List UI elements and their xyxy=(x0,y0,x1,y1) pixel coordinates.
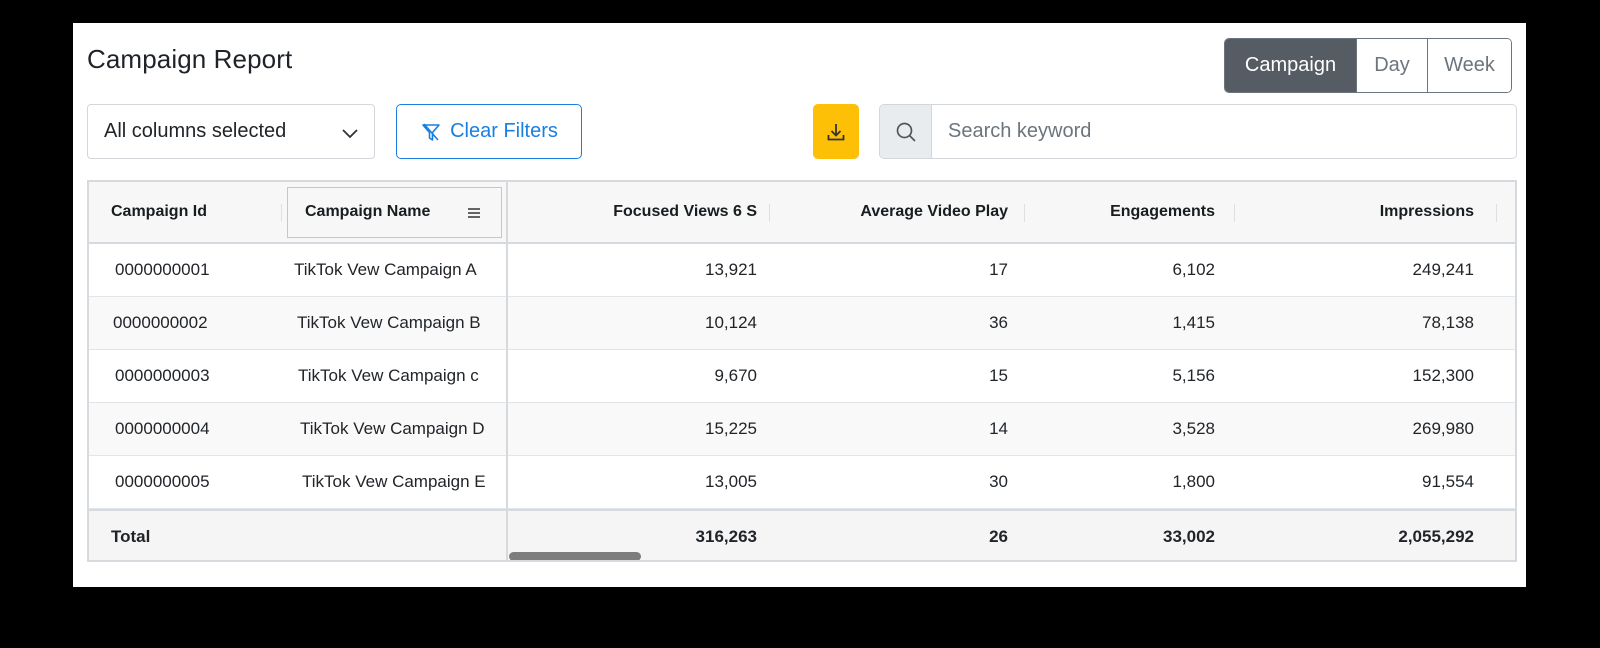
table-row[interactable]: 0000000001 TikTok Vew Campaign A 13,921 … xyxy=(89,244,1515,297)
cell-impressions: 249,241 xyxy=(1412,260,1474,279)
header-engagements[interactable]: Engagements xyxy=(1110,203,1215,220)
toggle-day[interactable]: Day xyxy=(1356,39,1427,92)
search-box xyxy=(879,104,1517,159)
pinned-columns-divider xyxy=(506,182,508,560)
cell-impressions: 91,554 xyxy=(1422,472,1474,491)
download-button[interactable] xyxy=(813,104,859,159)
cell-impressions: 269,980 xyxy=(1412,419,1474,438)
header-impressions[interactable]: Impressions xyxy=(1379,203,1474,220)
toggle-week[interactable]: Week xyxy=(1427,39,1511,92)
column-resize-handle[interactable] xyxy=(281,204,282,222)
search-input[interactable] xyxy=(932,105,1516,158)
page-title: Campaign Report xyxy=(87,44,293,74)
column-select-value: All columns selected xyxy=(104,120,287,142)
chevron-down-icon xyxy=(342,129,358,139)
cell-engagements: 5,156 xyxy=(1172,366,1215,385)
download-icon xyxy=(827,123,845,140)
header-campaign-name[interactable]: Campaign Name xyxy=(305,203,431,220)
cell-campaign-id: 0000000004 xyxy=(115,419,210,438)
cell-engagements: 1,415 xyxy=(1172,313,1215,332)
table-header-row: Campaign Id Campaign Name Focused Views … xyxy=(89,182,1515,244)
cell-impressions: 152,300 xyxy=(1412,366,1474,385)
cell-campaign-id: 0000000003 xyxy=(115,366,210,385)
cell-campaign-id: 0000000001 xyxy=(115,260,210,279)
cell-average-video-play: 36 xyxy=(989,313,1008,332)
search-icon-addon xyxy=(880,105,932,158)
clear-filters-label: Clear Filters xyxy=(450,120,558,142)
table-row[interactable]: 0000000005 TikTok Vew Campaign E 13,005 … xyxy=(89,456,1515,509)
cell-average-video-play: 15 xyxy=(989,366,1008,385)
cell-focused-views: 9,670 xyxy=(714,366,757,385)
clear-filters-button[interactable]: Clear Filters xyxy=(396,104,582,159)
cell-average-video-play: 14 xyxy=(989,419,1008,438)
view-toggle-group: Campaign Day Week xyxy=(1224,38,1512,93)
cell-engagements: 1,800 xyxy=(1172,472,1215,491)
total-average-video-play: 26 xyxy=(989,526,1008,546)
cell-focused-views: 13,921 xyxy=(705,260,757,279)
total-impressions: 2,055,292 xyxy=(1398,526,1474,546)
campaign-name-header-focus xyxy=(287,187,502,238)
total-label: Total xyxy=(111,526,151,546)
column-resize-handle[interactable] xyxy=(1496,204,1497,222)
cell-campaign-name: TikTok Vew Campaign E xyxy=(302,472,486,491)
header-campaign-id[interactable]: Campaign Id xyxy=(111,203,208,220)
campaign-data-grid: Campaign Id Campaign Name Focused Views … xyxy=(87,180,1517,562)
cell-engagements: 6,102 xyxy=(1172,260,1215,279)
horizontal-scrollbar[interactable] xyxy=(509,552,641,560)
cell-average-video-play: 17 xyxy=(989,260,1008,279)
cell-campaign-name: TikTok Vew Campaign A xyxy=(294,260,477,279)
total-row: Total 316,263 26 33,002 2,055,292 xyxy=(89,509,1515,560)
total-focused-views: 316,263 xyxy=(695,526,757,546)
cell-impressions: 78,138 xyxy=(1422,313,1474,332)
cell-campaign-id: 0000000005 xyxy=(115,472,210,491)
cell-focused-views: 15,225 xyxy=(705,419,757,438)
total-engagements: 33,002 xyxy=(1163,526,1215,546)
campaign-report-panel: Campaign Report Campaign Day Week All co… xyxy=(73,23,1526,587)
cell-focused-views: 10,124 xyxy=(705,313,757,332)
search-icon xyxy=(896,122,916,142)
filter-clear-icon xyxy=(422,122,440,141)
header-focused-views[interactable]: Focused Views 6 S xyxy=(613,203,757,220)
cell-campaign-id: 0000000002 xyxy=(113,313,208,332)
cell-focused-views: 13,005 xyxy=(705,472,757,491)
toggle-campaign[interactable]: Campaign xyxy=(1225,39,1356,92)
cell-average-video-play: 30 xyxy=(989,472,1008,491)
cell-campaign-name: TikTok Vew Campaign c xyxy=(298,366,479,385)
header-average-video-play[interactable]: Average Video Play xyxy=(860,203,1008,220)
column-select-dropdown[interactable]: All columns selected xyxy=(87,104,375,159)
column-resize-handle[interactable] xyxy=(1234,204,1235,222)
table-row[interactable]: 0000000004 TikTok Vew Campaign D 15,225 … xyxy=(89,403,1515,456)
cell-campaign-name: TikTok Vew Campaign D xyxy=(300,419,485,438)
column-resize-handle[interactable] xyxy=(769,204,770,222)
cell-campaign-name: TikTok Vew Campaign B xyxy=(297,313,481,332)
table-row[interactable]: 0000000003 TikTok Vew Campaign c 9,670 1… xyxy=(89,350,1515,403)
column-menu-icon[interactable] xyxy=(467,206,481,220)
cell-engagements: 3,528 xyxy=(1172,419,1215,438)
table-row[interactable]: 0000000002 TikTok Vew Campaign B 10,124 … xyxy=(89,297,1515,350)
column-resize-handle[interactable] xyxy=(1024,204,1025,222)
